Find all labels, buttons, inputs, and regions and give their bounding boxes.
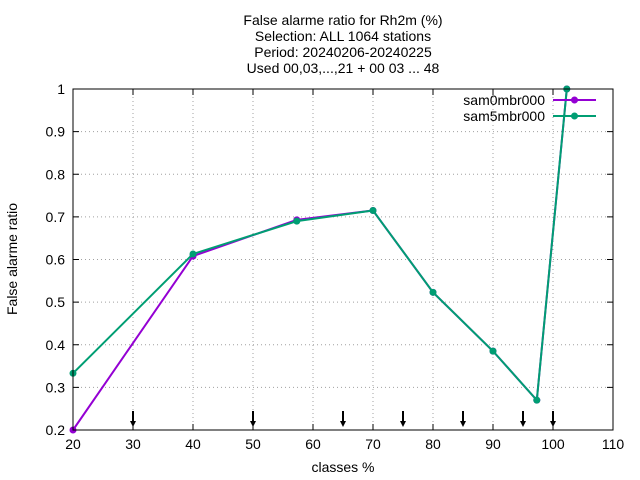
y-tick-label: 0.8 xyxy=(46,166,66,182)
plot-frame xyxy=(72,88,614,431)
legend-label-sam0mbr000: sam0mbr000 xyxy=(463,92,545,108)
title-line-4: Used 00,03,...,21 + 00 03 ... 48 xyxy=(247,60,440,76)
x-tick-label: 30 xyxy=(125,436,141,452)
x-tick-label: 40 xyxy=(185,436,201,452)
class-marker-arrow xyxy=(520,421,526,427)
x-tick-label: 60 xyxy=(305,436,321,452)
class-marker-arrow xyxy=(340,421,346,427)
y-tick-label: 1 xyxy=(57,81,65,97)
class-marker-arrow xyxy=(400,421,406,427)
data-point xyxy=(489,347,497,355)
series-sam0mbr000 xyxy=(69,85,571,434)
x-tick-label: 70 xyxy=(365,436,381,452)
title-line-2: Selection: ALL 1064 stations xyxy=(255,28,431,44)
class-marker-arrow xyxy=(460,421,466,427)
x-tick-label: 90 xyxy=(485,436,501,452)
data-point xyxy=(429,288,437,296)
y-tick-label: 0.9 xyxy=(46,124,66,140)
legend-swatch-marker xyxy=(571,96,578,104)
data-point xyxy=(189,250,197,258)
y-tick-label: 0.5 xyxy=(46,294,66,310)
series-line-sam5mbr000 xyxy=(72,88,568,403)
x-tick-label: 50 xyxy=(245,436,261,452)
grid xyxy=(72,88,614,431)
class-marker-arrow xyxy=(130,421,136,427)
y-tick-label: 0.2 xyxy=(46,422,66,438)
y-tick-label: 0.3 xyxy=(46,379,66,395)
x-tick-label: 80 xyxy=(425,436,441,452)
x-tick-label: 110 xyxy=(602,436,625,452)
class-marker-arrow xyxy=(250,421,256,427)
series-layer xyxy=(69,85,571,434)
y-tick-label: 0.7 xyxy=(46,209,66,225)
legend-label-sam5mbr000: sam5mbr000 xyxy=(463,108,545,124)
y-tick-labels: 0.2 0.3 0.4 0.5 0.6 0.7 0.8 0.9 1 xyxy=(46,81,66,438)
x-tick-label: 100 xyxy=(541,436,565,452)
x-tick-label: 20 xyxy=(65,436,81,452)
x-axis-label: classes % xyxy=(311,459,374,475)
data-point xyxy=(533,396,541,404)
y-tick-label: 0.4 xyxy=(46,337,66,353)
legend-swatch-marker xyxy=(571,112,578,120)
x-tick-labels: 20 30 40 50 60 70 80 90 100 110 xyxy=(65,436,624,452)
class-marker-arrow xyxy=(550,421,556,427)
series-sam5mbr000 xyxy=(69,85,571,404)
chart-title: False alarme ratio for Rh2m (%) Selectio… xyxy=(243,12,442,76)
data-point xyxy=(293,217,301,225)
title-line-1: False alarme ratio for Rh2m (%) xyxy=(243,12,442,28)
y-tick-label: 0.6 xyxy=(46,252,66,268)
y-axis-label: False alarme ratio xyxy=(4,203,20,315)
series-line-sam0mbr000 xyxy=(72,88,568,431)
class-markers xyxy=(130,411,556,427)
data-point xyxy=(369,206,377,214)
title-line-3: Period: 20240206-20240225 xyxy=(254,44,432,60)
